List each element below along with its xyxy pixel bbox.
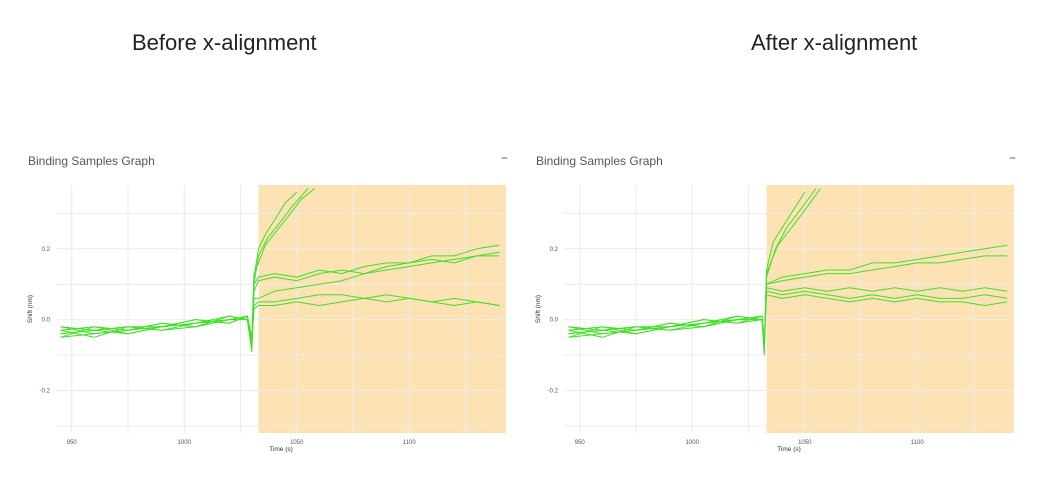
- series-line-4: [568, 244, 1008, 356]
- x-tick-label: 1100: [911, 440, 925, 446]
- chart-panel-after: Binding Samples Graph – 950 1000 1050 1100 -…: [530, 150, 1022, 465]
- series-line-5: [60, 251, 500, 342]
- caption-after: After x-alignment: [751, 30, 918, 55]
- highlight-region: [766, 185, 1014, 433]
- collapse-button[interactable]: –: [1009, 150, 1016, 166]
- y-axis-label: Shift (nm): [535, 295, 542, 323]
- series-line-6: [568, 287, 1008, 342]
- y-axis-label: Shift (nm): [27, 295, 34, 323]
- x-tick-label: 950: [575, 440, 586, 446]
- line-chart-before: 950 1000 1050 1100 -0.2 0.0 0.2 Time (s) Shift (…: [27, 185, 506, 453]
- y-tick-label: 0.0: [42, 318, 51, 324]
- y-tick-label: 0.2: [550, 247, 559, 253]
- x-axis-label: Time (s): [269, 446, 293, 453]
- x-tick-label: 1050: [798, 440, 812, 446]
- y-tick-label: 0.0: [550, 318, 559, 324]
- caption-before: Before x-alignment: [132, 30, 317, 55]
- panel-title: Binding Samples Graph: [536, 154, 663, 168]
- y-tick-label: -0.2: [40, 388, 51, 394]
- y-tick-label: -0.2: [548, 388, 559, 394]
- highlight-region: [258, 185, 506, 433]
- chart-panel-before: Binding Samples Graph – 950 1000 1050 1100 -…: [22, 150, 514, 465]
- x-tick-label: 950: [67, 440, 78, 446]
- y-tick-label: 0.2: [42, 247, 51, 253]
- series-line-5: [568, 255, 1008, 349]
- series-line-8: [568, 294, 1008, 342]
- x-tick-label: 1050: [290, 440, 304, 446]
- collapse-button[interactable]: –: [501, 150, 508, 166]
- x-tick-label: 1000: [178, 440, 192, 446]
- x-axis-label: Time (s): [777, 446, 801, 453]
- series-line-7: [568, 290, 1008, 345]
- series-line-6: [60, 255, 500, 352]
- x-tick-label: 1100: [403, 440, 417, 446]
- x-tick-label: 1000: [686, 440, 700, 446]
- line-chart-after: 950 1000 1050 1100 -0.2 0.0 0.2 Time (s) Shift (…: [535, 185, 1014, 453]
- series-line-4: [60, 244, 500, 349]
- panel-title: Binding Samples Graph: [28, 154, 155, 168]
- series-line-8: [60, 297, 500, 342]
